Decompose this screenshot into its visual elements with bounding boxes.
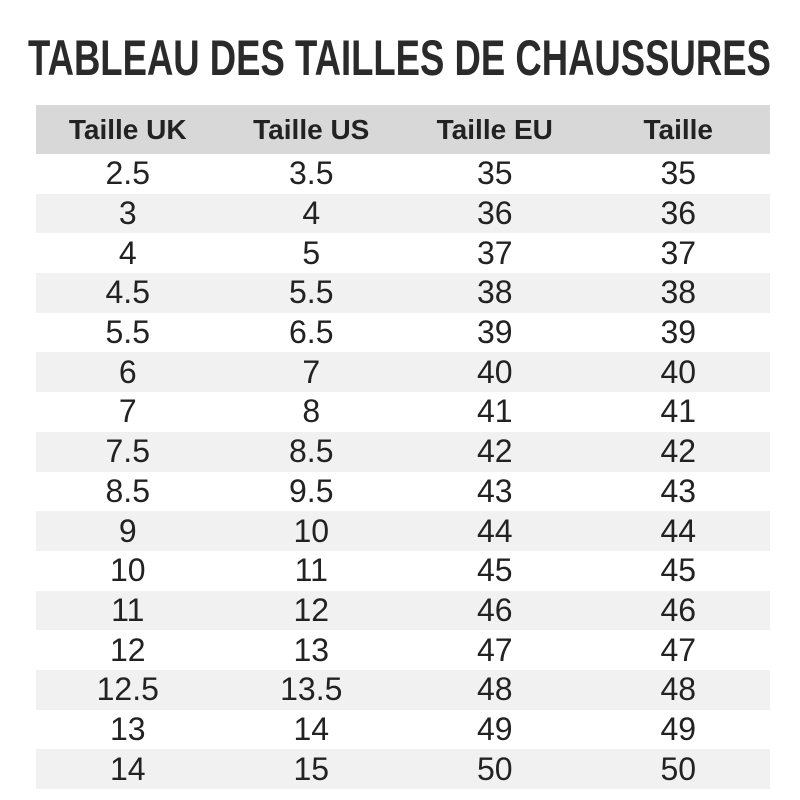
table-cell: 10 [109,552,146,589]
table-cell: 48 [660,671,697,708]
table-cell: 7 [118,393,137,430]
table-cell: 2.5 [105,155,150,192]
table-cell: 35 [660,155,697,192]
table-row: 2.5 3.5 35 35 [36,154,770,194]
table-header-row: Taille UK Taille US Taille EU Taille [36,105,770,154]
table-body: 2.5 3.5 35 35 3 4 36 36 4 5 37 37 4.5 5.5 38 38 5.5 6.5 39… [36,154,770,789]
table-cell: 44 [476,512,513,549]
column-header-taille-uk: Taille UK [68,113,187,145]
page-title: TABLEAU DES TAILLES DE CHAUSSURES [28,30,771,86]
table-cell: 40 [476,353,513,390]
table-cell: 9 [118,512,137,549]
table-cell: 10 [293,512,330,549]
table-cell: 45 [660,552,697,589]
table-cell: 36 [476,195,513,232]
table-cell: 50 [660,750,697,787]
table-cell: 44 [660,512,697,549]
table-cell: 7.5 [105,433,150,470]
table-cell: 39 [660,314,697,351]
table-row: 4 5 37 37 [36,233,770,274]
table-cell: 5.5 [105,314,150,351]
table-row: 4.5 5.5 38 38 [36,273,770,313]
table-cell: 4 [118,234,137,271]
table-cell: 14 [109,750,146,787]
table-cell: 35 [476,155,513,192]
table-cell: 49 [660,710,697,747]
table-cell: 9.5 [289,472,334,509]
table-cell: 12 [109,631,146,668]
table-cell: 47 [660,631,697,668]
table-cell: 43 [660,472,697,509]
table-cell: 46 [660,591,697,628]
table-cell: 3 [118,195,137,232]
table-cell: 42 [476,433,513,470]
table-cell: 14 [293,710,330,747]
table-cell: 15 [293,750,330,787]
table-cell: 12.5 [96,671,159,708]
table-cell: 13.5 [280,671,343,708]
table-cell: 37 [660,234,697,271]
size-table: Taille UK Taille US Taille EU Taille 2.5… [36,105,770,789]
table-row: 8.5 9.5 43 43 [36,471,770,512]
table-cell: 8.5 [289,433,334,470]
table-cell: 8 [302,393,321,430]
table-cell: 6 [118,353,137,390]
table-cell: 36 [660,195,697,232]
table-cell: 40 [660,353,697,390]
table-row: 14 15 50 50 [36,749,770,789]
table-cell: 5.5 [289,274,334,311]
table-cell: 48 [476,671,513,708]
table-row: 6 7 40 40 [36,352,770,393]
table-cell: 41 [660,393,697,430]
table-cell: 3.5 [289,155,334,192]
table-cell: 8.5 [105,472,150,509]
table-cell: 50 [476,750,513,787]
table-cell: 47 [476,631,513,668]
table-cell: 42 [660,433,697,470]
table-cell: 45 [476,552,513,589]
table-cell: 46 [476,591,513,628]
table-cell: 37 [476,234,513,271]
table-row: 5.5 6.5 39 39 [36,312,770,353]
table-cell: 38 [660,274,697,311]
column-header-taille: Taille [643,113,713,145]
column-header-taille-eu: Taille EU [436,113,553,145]
table-cell: 4.5 [105,274,150,311]
table-cell: 13 [109,710,146,747]
table-cell: 11 [294,552,328,589]
table-cell: 13 [293,631,330,668]
table-cell: 4 [302,195,321,232]
table-cell: 39 [476,314,513,351]
table-cell: 41 [476,393,513,430]
table-cell: 38 [476,274,513,311]
table-row: 12.5 13.5 48 48 [36,669,770,710]
table-row: 7.5 8.5 42 42 [36,431,770,472]
table-row: 11 12 46 46 [36,590,770,631]
table-cell: 49 [476,710,513,747]
table-cell: 5 [302,234,321,271]
table-row: 7 8 41 41 [36,392,770,432]
table-cell: 6.5 [289,314,334,351]
table-row: 10 11 45 45 [36,550,770,591]
table-cell: 12 [293,591,330,628]
table-row: 3 4 36 36 [36,193,770,234]
table-row: 12 13 47 47 [36,630,770,670]
column-header-taille-us: Taille US [253,113,370,145]
table-cell: 11 [111,591,145,628]
table-row: 9 10 44 44 [36,511,770,551]
table-cell: 7 [302,353,321,390]
table-row: 13 14 49 49 [36,709,770,750]
table-cell: 43 [476,472,513,509]
